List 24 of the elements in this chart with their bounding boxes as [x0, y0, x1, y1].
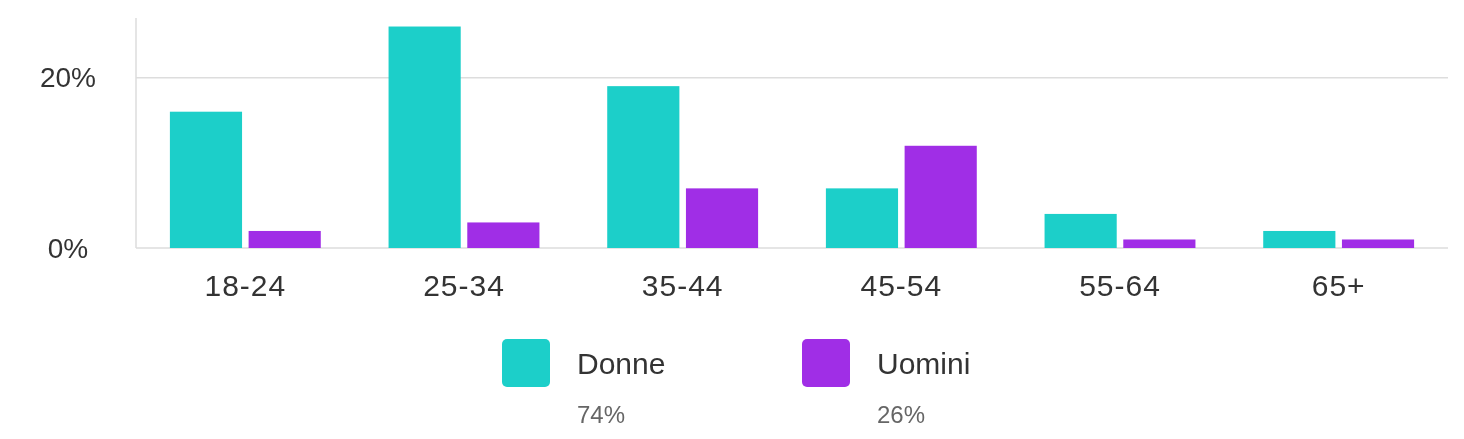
bar — [1341, 239, 1415, 248]
bar — [248, 230, 321, 248]
text: 74% — [577, 401, 626, 429]
bar — [825, 188, 899, 248]
bar — [685, 188, 759, 248]
bar — [467, 222, 540, 248]
bar — [904, 145, 977, 248]
x-tick-label: 65+ — [1311, 269, 1366, 302]
bar — [1263, 230, 1336, 248]
bar — [1123, 239, 1196, 248]
x-tick-label: 55-64 — [1079, 269, 1161, 302]
legend-label: Uomini — [877, 346, 971, 380]
y-tick-label: 20% — [39, 62, 97, 94]
bar — [1044, 213, 1117, 248]
x-tick-label: 25-34 — [423, 269, 505, 302]
bar — [607, 86, 680, 248]
x-tick-label: 18-24 — [204, 269, 287, 302]
bar — [388, 26, 461, 248]
x-tick-label: 45-54 — [860, 269, 943, 302]
text: 26% — [877, 401, 926, 429]
y-tick-label: 0% — [47, 232, 89, 264]
legend-label: Donne — [577, 346, 666, 380]
x-tick-label: 35-44 — [641, 269, 724, 302]
bar — [169, 111, 243, 248]
